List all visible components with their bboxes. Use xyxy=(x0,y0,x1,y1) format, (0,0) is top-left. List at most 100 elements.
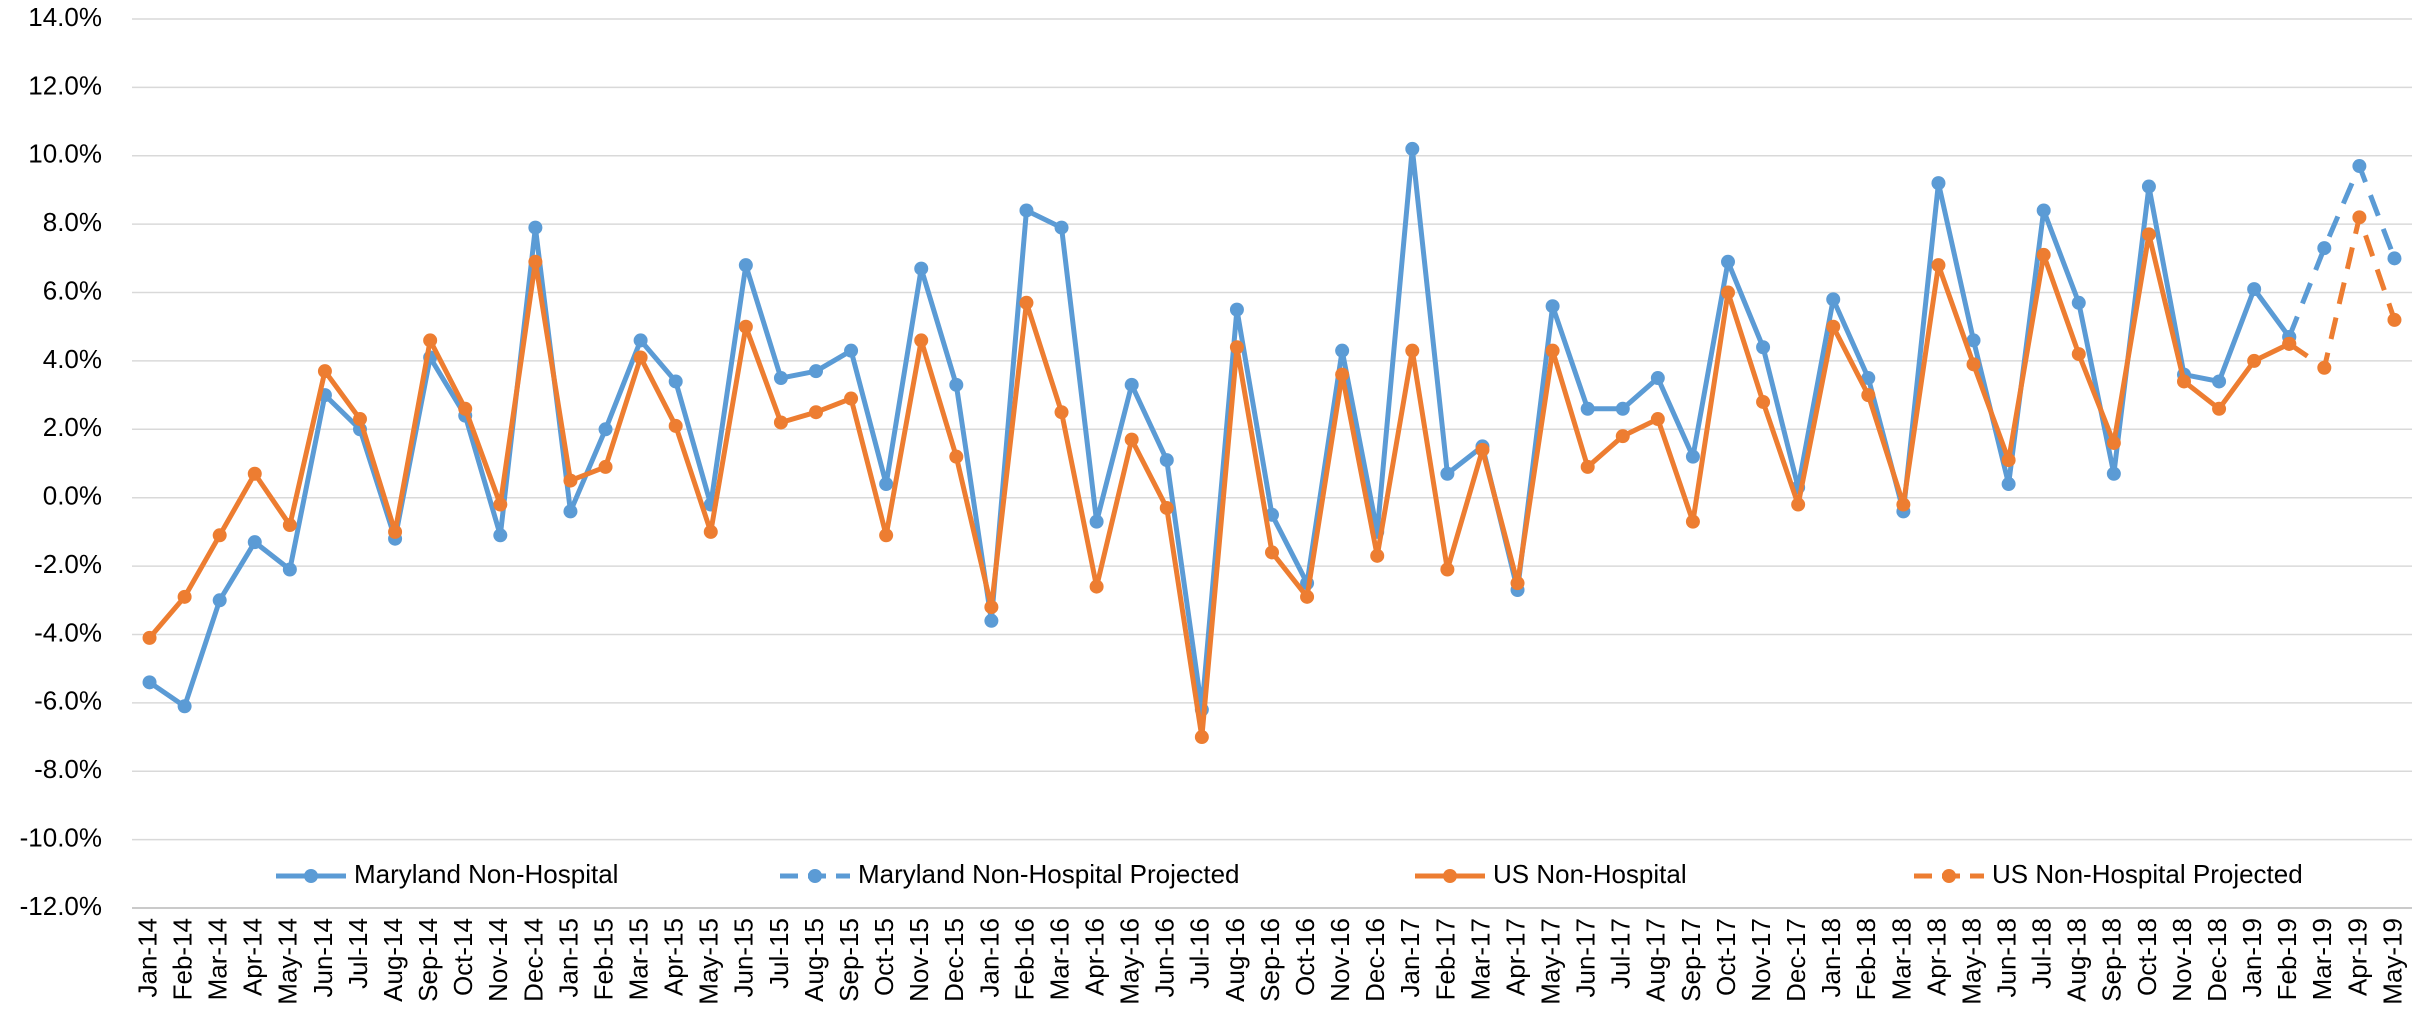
data-point xyxy=(2071,295,2086,310)
x-tick-label: Jul-17 xyxy=(1606,918,1636,989)
x-tick-label: Nov-14 xyxy=(483,918,513,1002)
y-tick-label: -8.0% xyxy=(34,754,102,784)
series-line xyxy=(2286,163,2397,338)
data-point xyxy=(1756,340,1771,355)
data-point xyxy=(493,528,508,543)
data-point xyxy=(809,364,823,379)
x-tick-label: Jun-17 xyxy=(1571,918,1601,998)
data-point xyxy=(879,477,894,492)
data-point xyxy=(1931,176,1946,191)
x-tick-label: Mar-15 xyxy=(623,918,653,1000)
legend-label: Maryland Non-Hospital xyxy=(354,859,618,889)
x-tick-label: May-19 xyxy=(2377,918,2407,1005)
y-tick-label: 0.0% xyxy=(43,481,102,511)
data-point xyxy=(2317,360,2332,375)
data-point xyxy=(2141,227,2156,242)
data-point xyxy=(2036,247,2051,262)
x-tick-label: Dec-16 xyxy=(1360,918,1390,1002)
x-tick-label: Apr-15 xyxy=(659,918,689,996)
x-tick-label: Dec-14 xyxy=(518,918,548,1002)
x-tick-label: Jan-19 xyxy=(2237,918,2267,998)
x-tick-label: Jun-18 xyxy=(1991,918,2021,998)
y-tick-label: 12.0% xyxy=(28,70,102,100)
x-tick-label: Aug-16 xyxy=(1220,918,1250,1002)
legend-marker xyxy=(1443,869,1457,883)
data-point xyxy=(2212,374,2227,389)
series-line xyxy=(148,146,2292,713)
x-tick-label: May-14 xyxy=(273,918,303,1005)
y-tick-label: -2.0% xyxy=(34,549,102,579)
x-tick-label: Feb-15 xyxy=(588,918,618,1000)
data-point xyxy=(1019,203,1034,218)
legend-marker xyxy=(304,869,318,883)
data-point xyxy=(1265,545,1279,560)
data-point xyxy=(949,377,964,392)
y-tick-label: -4.0% xyxy=(34,617,102,647)
x-tick-label: Apr-16 xyxy=(1079,918,1109,996)
data-point xyxy=(1826,319,1841,334)
x-tick-label: Jan-16 xyxy=(974,918,1004,998)
data-point xyxy=(2352,210,2367,225)
x-tick-label: Apr-17 xyxy=(1500,918,1530,996)
data-point xyxy=(142,675,157,690)
x-tick-label: Feb-17 xyxy=(1430,918,1460,1000)
data-point xyxy=(2387,251,2402,266)
x-tick-label: Mar-19 xyxy=(2307,918,2337,1000)
data-point xyxy=(1966,333,1981,348)
data-point xyxy=(493,497,508,512)
x-tick-label: Oct-18 xyxy=(2132,918,2162,996)
data-point xyxy=(633,350,648,365)
x-tick-label: Sep-18 xyxy=(2097,918,2127,1002)
data-point xyxy=(1089,579,1104,594)
x-tick-label: Apr-18 xyxy=(1921,918,1951,996)
data-point xyxy=(563,504,578,519)
y-tick-label: 8.0% xyxy=(43,207,102,237)
x-tick-label: Mar-16 xyxy=(1044,918,1074,1000)
data-point xyxy=(1615,429,1630,444)
y-tick-label: 6.0% xyxy=(43,275,102,305)
data-point xyxy=(1194,730,1209,745)
data-point xyxy=(2141,179,2156,194)
x-tick-label: Jun-16 xyxy=(1150,918,1180,998)
data-point xyxy=(2352,159,2367,174)
x-tick-label: Feb-16 xyxy=(1009,918,1039,1000)
series-line xyxy=(147,231,2291,740)
data-point xyxy=(914,261,929,276)
data-point xyxy=(598,459,613,474)
data-point xyxy=(2282,336,2297,351)
data-point xyxy=(668,418,683,433)
data-point xyxy=(247,466,262,481)
data-point xyxy=(1650,412,1665,427)
data-point xyxy=(1580,459,1595,474)
x-tick-label: Mar-18 xyxy=(1886,918,1916,1000)
data-point xyxy=(423,333,438,348)
x-tick-label: Aug-18 xyxy=(2062,918,2092,1002)
y-tick-label: 10.0% xyxy=(28,139,102,169)
x-tick-label: Jul-15 xyxy=(764,918,794,989)
data-point xyxy=(668,374,683,389)
x-tick-label: Sep-16 xyxy=(1255,918,1285,1002)
data-point xyxy=(353,412,367,427)
x-tick-label: Sep-17 xyxy=(1676,918,1706,1002)
data-point xyxy=(1370,548,1385,563)
data-point xyxy=(1405,141,1420,156)
x-tick-label: Feb-18 xyxy=(1851,918,1881,1000)
x-tick-label: Oct-16 xyxy=(1290,918,1320,996)
data-point xyxy=(528,220,543,235)
data-point xyxy=(2212,401,2227,416)
data-point xyxy=(212,593,227,608)
data-point xyxy=(1440,562,1455,577)
data-point xyxy=(2387,312,2402,327)
data-point xyxy=(1756,394,1771,409)
data-point xyxy=(1721,254,1735,269)
data-point xyxy=(1089,514,1104,529)
data-point xyxy=(1861,371,1876,386)
x-tick-label: Jan-15 xyxy=(553,918,583,998)
data-point xyxy=(1966,357,1981,372)
data-point xyxy=(212,528,227,543)
data-point xyxy=(1685,514,1700,529)
data-point xyxy=(317,364,332,379)
data-point xyxy=(1019,295,1034,310)
data-point xyxy=(703,524,718,539)
data-point xyxy=(914,333,929,348)
